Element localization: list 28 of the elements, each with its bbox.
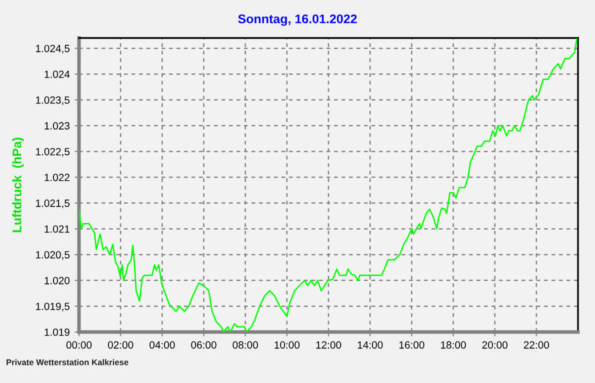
line-series bbox=[79, 38, 578, 332]
x-tick-label: 18:00 bbox=[441, 341, 466, 349]
x-tick-label: 02:00 bbox=[108, 341, 134, 349]
y-tick-label: 1.022 bbox=[44, 174, 70, 182]
y-axis-title: Luftdruck (hPa) bbox=[12, 138, 24, 232]
y-tick-label: 1.024 bbox=[44, 70, 70, 78]
y-tick-label: 1.019 bbox=[44, 328, 70, 336]
x-tick-label: 12:00 bbox=[316, 341, 342, 349]
x-tick-label: 14:00 bbox=[358, 341, 383, 349]
x-tick-label: 20:00 bbox=[482, 341, 508, 349]
y-tick-label: 1.023 bbox=[44, 122, 70, 130]
y-tick-label: 1.019,5 bbox=[36, 302, 70, 312]
y-tick-label: 1.021,5 bbox=[36, 200, 70, 208]
x-tick-label: 08:00 bbox=[232, 341, 258, 349]
y-tick-label: 1.020,5 bbox=[36, 251, 70, 260]
text: Private Wetterstation Kalkriese bbox=[6, 359, 128, 366]
y-tick-label: 1.022,5 bbox=[36, 148, 70, 157]
y-tick-label: 1.020 bbox=[44, 276, 70, 284]
x-tick-label: 06:00 bbox=[191, 341, 216, 349]
y-tick-label: 1.023,5 bbox=[36, 96, 70, 105]
x-tick-label: 04:00 bbox=[150, 341, 175, 349]
x-tick-label: 22:00 bbox=[524, 341, 550, 349]
y-tick-label: 1.021 bbox=[44, 225, 70, 233]
x-tick-label: 16:00 bbox=[399, 341, 424, 349]
x-tick-label: 00:00 bbox=[66, 341, 92, 349]
chart-title: Sonntag, 16.01.2022 bbox=[238, 14, 357, 26]
y-tick-label: 1.024,5 bbox=[36, 44, 70, 54]
x-tick-label: 10:00 bbox=[274, 341, 300, 349]
